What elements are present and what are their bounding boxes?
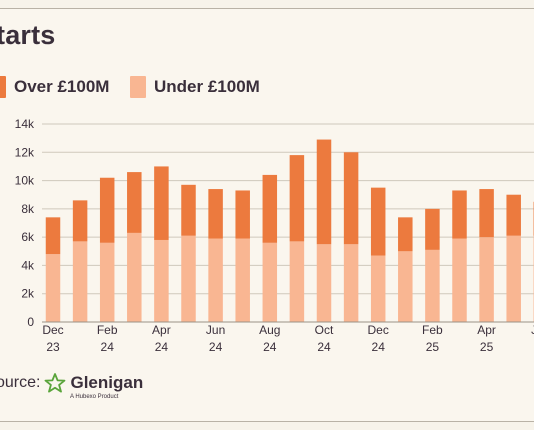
bar-over bbox=[316, 139, 332, 245]
bar-over bbox=[262, 174, 278, 243]
x-tick-label: Apr bbox=[152, 323, 171, 337]
bar-over bbox=[479, 189, 494, 238]
x-tick-label: Aug bbox=[259, 323, 280, 337]
y-tick-label: 10k bbox=[15, 174, 35, 188]
bar-under bbox=[181, 235, 196, 322]
y-tick-label: 8k bbox=[21, 202, 35, 216]
legend-label-under: Under £100M bbox=[154, 77, 260, 96]
chart-title: tarts bbox=[0, 20, 56, 50]
brand-tagline: A Hubexo Product bbox=[70, 394, 119, 400]
bar-over bbox=[425, 208, 440, 250]
bar-under bbox=[235, 238, 250, 322]
bar-under bbox=[99, 242, 115, 322]
x-tick-label: 24 bbox=[372, 340, 386, 354]
bar-under bbox=[479, 237, 494, 322]
x-tick-label: 24 bbox=[155, 340, 169, 354]
y-tick-label: 2k bbox=[21, 287, 35, 301]
x-tick-label: Feb bbox=[422, 323, 443, 337]
y-tick-label: 6k bbox=[21, 230, 35, 244]
bar-under bbox=[262, 242, 278, 322]
x-tick-label: 25 bbox=[426, 340, 440, 354]
bar-under bbox=[289, 241, 305, 322]
legend-swatch-over bbox=[0, 76, 6, 98]
bar-over bbox=[45, 217, 61, 255]
x-tick-label: 24 bbox=[101, 340, 115, 354]
x-tick-label: 24 bbox=[317, 340, 331, 354]
bar-over bbox=[398, 217, 413, 252]
x-tick-label: Feb bbox=[97, 323, 118, 337]
bar-over bbox=[289, 155, 305, 242]
bar-under bbox=[72, 241, 88, 322]
bar-under bbox=[425, 249, 440, 322]
y-tick-label: 14k bbox=[15, 117, 35, 131]
bar-under bbox=[398, 251, 413, 322]
bar-under bbox=[45, 254, 61, 322]
bar-under bbox=[370, 255, 386, 322]
brand-name: Glenigan bbox=[70, 373, 144, 392]
source-label: ource: bbox=[0, 374, 41, 391]
bar-under bbox=[154, 239, 169, 322]
x-tick-label: Jun bbox=[531, 323, 534, 337]
bar-layer bbox=[45, 139, 534, 322]
bar-under bbox=[208, 238, 223, 322]
bar-over bbox=[127, 172, 142, 233]
legend-item-under: Under £100M bbox=[130, 76, 260, 98]
x-tick-label: Oct bbox=[315, 323, 334, 337]
bar-over bbox=[370, 187, 386, 256]
bar-under bbox=[506, 235, 521, 322]
x-tick-label: Dec bbox=[368, 323, 389, 337]
bar-under bbox=[343, 244, 359, 322]
bar-over bbox=[452, 190, 467, 239]
bar-over bbox=[208, 189, 223, 239]
bar-under bbox=[452, 238, 467, 322]
star-logo-icon bbox=[45, 373, 66, 393]
bar-under bbox=[127, 232, 142, 322]
x-tick-label: Jun bbox=[206, 323, 225, 337]
legend-label-over: Over £100M bbox=[14, 77, 110, 96]
legend-item-over: Over £100M bbox=[0, 76, 109, 98]
x-tick-label: Apr bbox=[477, 323, 496, 337]
x-tick-label: Dec bbox=[42, 323, 63, 337]
bar-over bbox=[99, 177, 115, 243]
bar-over bbox=[72, 200, 88, 242]
x-tick-label: 23 bbox=[46, 340, 60, 354]
y-tick-label: 0 bbox=[27, 315, 34, 329]
bar-over bbox=[154, 166, 169, 240]
y-tick-label: 12k bbox=[15, 145, 35, 159]
legend-swatch-under bbox=[130, 76, 146, 98]
bar-over bbox=[506, 194, 521, 236]
bar-over bbox=[343, 152, 359, 245]
axis-layer: 0 2k 4k 6k 8k 10k 12k 14k Dec 23 Feb 24 Apr 24 Jun 24 Au… bbox=[15, 117, 534, 354]
bar-over bbox=[181, 184, 196, 236]
source-footer: ource: Glenigan bbox=[0, 373, 143, 393]
bar-under bbox=[316, 244, 332, 322]
bar-over bbox=[235, 190, 250, 239]
y-tick-label: 4k bbox=[21, 258, 35, 272]
x-tick-label: 24 bbox=[209, 340, 223, 354]
x-tick-label: 24 bbox=[263, 340, 277, 354]
x-tick-label: 25 bbox=[480, 340, 494, 354]
